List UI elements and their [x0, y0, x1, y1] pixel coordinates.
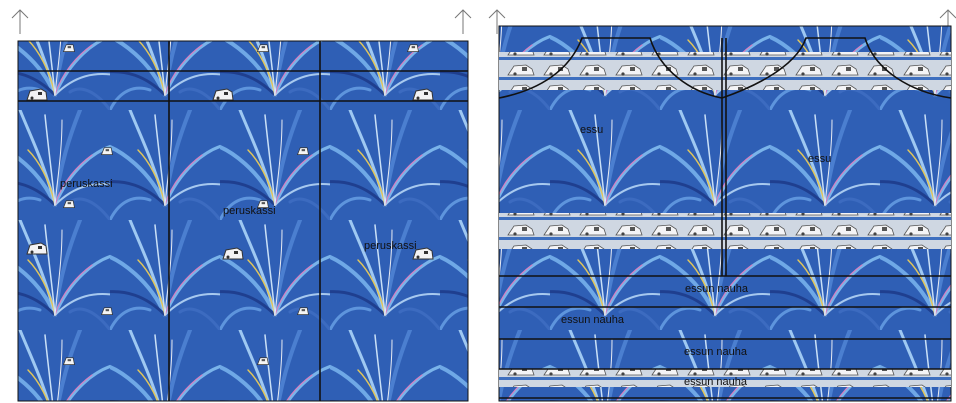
left-fabric-layout: peruskassi peruskassi peruskassi [17, 40, 469, 402]
motif-stripe [499, 213, 951, 231]
cut-lines [18, 41, 468, 401]
piece-label-essu-2: essu [808, 153, 831, 165]
piece-label-essun-nauha-1: essun nauha [685, 283, 749, 295]
motif-stripe [499, 72, 951, 90]
cut-lines [498, 37, 952, 399]
motif-stripe [499, 52, 951, 72]
motif-stripe [499, 231, 951, 249]
piece-label-essun-nauha-2: essun nauha [561, 314, 625, 326]
motif-stripe [499, 369, 951, 387]
piece-label-peruskassi-2: peruskassi [223, 205, 276, 217]
piece-label-essu-1: essu [580, 124, 603, 136]
right-fabric-layout: essu essu essun nauha essun nauha essun … [498, 25, 952, 402]
piece-label-peruskassi-3: peruskassi [364, 240, 417, 252]
piece-label-peruskassi-1: peruskassi [60, 178, 113, 190]
piece-label-essun-nauha-4: essun nauha [684, 376, 748, 388]
piece-label-essun-nauha-3: essun nauha [684, 346, 748, 358]
